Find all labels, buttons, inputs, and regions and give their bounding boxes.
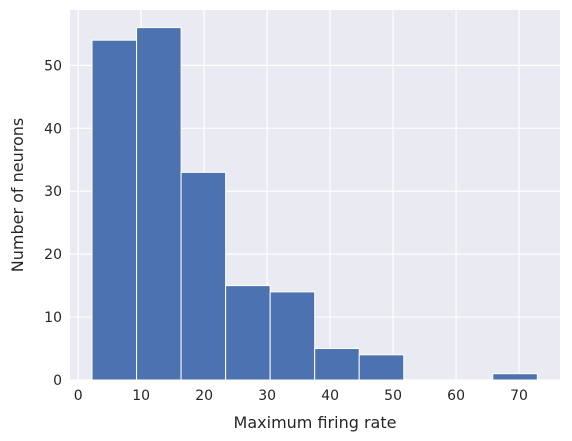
x-tick-label: 20: [195, 388, 213, 404]
histogram-bar: [91, 39, 138, 381]
histogram-bar: [314, 348, 360, 381]
histogram-bars: [91, 27, 538, 381]
x-axis-label: Maximum firing rate: [234, 413, 397, 432]
x-tick-label: 50: [384, 388, 402, 404]
x-tick-label: 30: [258, 388, 276, 404]
histogram-bar: [358, 354, 405, 381]
y-tick-label: 30: [44, 184, 62, 200]
histogram-bar: [225, 285, 271, 381]
x-tick-label: 70: [510, 388, 528, 404]
y-tick-label: 40: [44, 121, 62, 137]
y-tick-label: 0: [53, 373, 62, 389]
x-tick-label: 40: [321, 388, 339, 404]
y-tick-label: 10: [44, 310, 62, 326]
histogram-bar: [136, 27, 182, 381]
y-tick-label: 20: [44, 247, 62, 263]
x-tick-label: 10: [132, 388, 150, 404]
x-tick-label: 0: [74, 388, 83, 404]
histogram-bar: [180, 171, 227, 381]
histogram-bar: [269, 291, 316, 381]
y-tick-label: 50: [44, 58, 62, 74]
y-axis-label: Number of neurons: [8, 118, 27, 272]
histogram-bar: [492, 373, 538, 381]
tick-labels: 0 10 20 30 40 50 60 70 0 10 20 30 40 50: [44, 58, 528, 404]
x-tick-label: 60: [447, 388, 465, 404]
